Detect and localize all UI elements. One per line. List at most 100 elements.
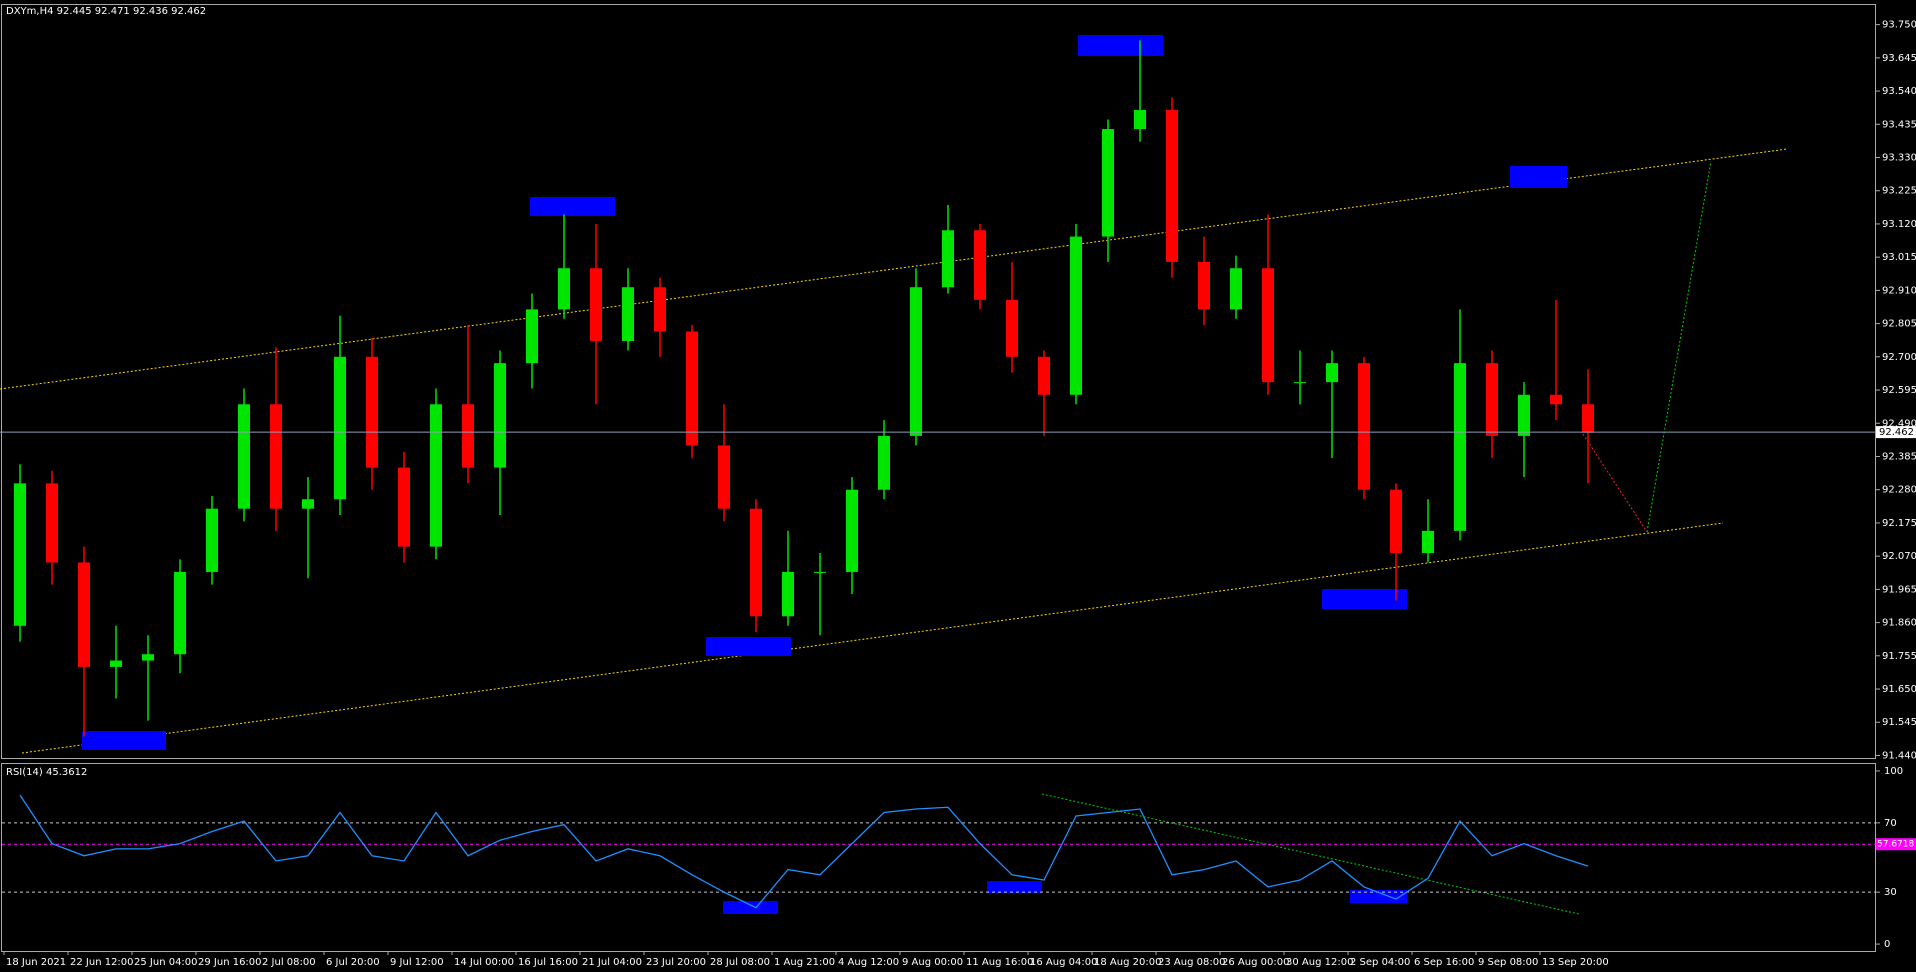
candle-body xyxy=(366,356,378,468)
y-tick-label: 30 xyxy=(1884,887,1897,898)
current-price-label: 92.462 xyxy=(1879,427,1914,438)
x-tick-label: 29 Jun 16:00 xyxy=(198,957,262,968)
current-price-tag xyxy=(1876,426,1916,439)
projection-up xyxy=(1646,160,1712,533)
highlight-boxes xyxy=(82,35,1567,914)
y-tick-label: 92.595 xyxy=(1882,385,1916,396)
candle-body xyxy=(462,404,474,468)
candle-body xyxy=(1102,129,1114,237)
channel-upper xyxy=(0,148,1788,390)
x-tick-label: 23 Aug 08:00 xyxy=(1158,957,1225,968)
highlight-box xyxy=(723,901,778,914)
candle-body xyxy=(1038,356,1050,395)
candle-body xyxy=(110,660,122,667)
highlight-box xyxy=(987,881,1042,893)
candle-body xyxy=(46,483,58,563)
candle-body xyxy=(750,508,762,617)
candle-body xyxy=(1454,363,1466,531)
candle-body xyxy=(334,356,346,500)
y-tick-label: 93.645 xyxy=(1882,53,1916,64)
candle-body xyxy=(206,508,218,572)
x-tick-label: 18 Aug 20:00 xyxy=(1094,957,1161,968)
x-tick-label: 2 Sep 04:00 xyxy=(1350,957,1410,968)
x-tick-label: 9 Aug 00:00 xyxy=(902,957,963,968)
x-tick-label: 16 Jul 16:00 xyxy=(518,957,578,968)
rsi-panel-frame xyxy=(1,763,1876,952)
y-tick-label: 91.965 xyxy=(1882,584,1916,595)
candle-body xyxy=(1006,299,1018,357)
candle-body xyxy=(1582,404,1594,433)
highlight-box xyxy=(530,197,615,216)
candle-body xyxy=(14,483,26,626)
x-tick-label: 22 Jun 12:00 xyxy=(70,957,134,968)
x-tick-label: 11 Aug 16:00 xyxy=(966,957,1033,968)
y-tick-label: 92.490 xyxy=(1882,418,1916,429)
candle-body xyxy=(558,268,570,310)
signal-tag xyxy=(1876,838,1916,851)
candle-body xyxy=(1070,236,1082,395)
candle-body xyxy=(1294,382,1306,384)
x-tick-label: 18 Jun 2021 xyxy=(6,957,66,968)
candle-body xyxy=(1134,110,1146,130)
candle-body xyxy=(1422,530,1434,553)
y-tick-label: 92.175 xyxy=(1882,518,1916,529)
candle-body xyxy=(1198,261,1210,310)
candle-body xyxy=(878,435,890,490)
candle-body xyxy=(974,230,986,300)
y-tick-label: 93.540 xyxy=(1882,86,1916,97)
candle-body xyxy=(1358,363,1370,490)
x-tick-label: 25 Jun 04:00 xyxy=(134,957,198,968)
candle-body xyxy=(782,571,794,617)
x-tick-label: 6 Jul 20:00 xyxy=(326,957,380,968)
price-panel-frame xyxy=(1,4,1876,759)
y-tick-label: 93.120 xyxy=(1882,219,1916,230)
y-tick-label: 70 xyxy=(1884,818,1897,829)
y-tick-label: 92.385 xyxy=(1882,451,1916,462)
x-tick-label: 9 Jul 12:00 xyxy=(390,957,444,968)
candle-body xyxy=(686,331,698,446)
y-tick-label: 91.440 xyxy=(1882,750,1916,761)
y-tick-label: 91.545 xyxy=(1882,717,1916,728)
x-tick-label: 30 Aug 12:00 xyxy=(1286,957,1353,968)
candle-body xyxy=(1390,489,1402,553)
y-tick-label: 93.225 xyxy=(1882,186,1916,197)
candle-body xyxy=(942,230,954,288)
y-tick-label: 93.435 xyxy=(1882,119,1916,130)
candle-body xyxy=(1550,394,1562,405)
y-tick-label: 92.700 xyxy=(1882,352,1916,363)
candle-body xyxy=(1326,363,1338,383)
y-tick-label: 93.750 xyxy=(1882,20,1916,31)
candle-body xyxy=(142,654,154,661)
candle-body xyxy=(654,287,666,332)
x-tick-label: 1 Aug 21:00 xyxy=(774,957,835,968)
candle-body xyxy=(718,445,730,509)
y-tick-label: 91.860 xyxy=(1882,618,1916,629)
x-tick-label: 23 Jul 20:00 xyxy=(646,957,706,968)
candle-body xyxy=(398,467,410,547)
signal-label: 57.6718 xyxy=(1877,840,1914,850)
candle-body xyxy=(174,571,186,655)
x-tick-label: 4 Aug 12:00 xyxy=(838,957,899,968)
y-tick-label: 91.755 xyxy=(1882,651,1916,662)
x-tick-label: 14 Jul 00:00 xyxy=(454,957,514,968)
candle-body xyxy=(430,404,442,547)
highlight-box xyxy=(1078,35,1163,56)
y-tick-label: 0 xyxy=(1884,939,1890,950)
highlight-box xyxy=(1350,890,1407,903)
y-tick-label: 92.805 xyxy=(1882,319,1916,330)
x-tick-label: 6 Sep 16:00 xyxy=(1414,957,1474,968)
x-tick-label: 26 Aug 00:00 xyxy=(1222,957,1289,968)
candle-body xyxy=(622,287,634,342)
candle-body xyxy=(302,499,314,509)
candle-body xyxy=(1486,363,1498,436)
y-tick-label: 92.910 xyxy=(1882,285,1916,296)
highlight-box xyxy=(82,731,166,750)
candle-body xyxy=(1262,268,1274,383)
x-tick-label: 16 Aug 04:00 xyxy=(1030,957,1097,968)
highlight-box xyxy=(706,637,791,656)
candle-body xyxy=(1518,394,1530,436)
candle-body xyxy=(78,562,90,667)
candle-body xyxy=(1230,268,1242,310)
